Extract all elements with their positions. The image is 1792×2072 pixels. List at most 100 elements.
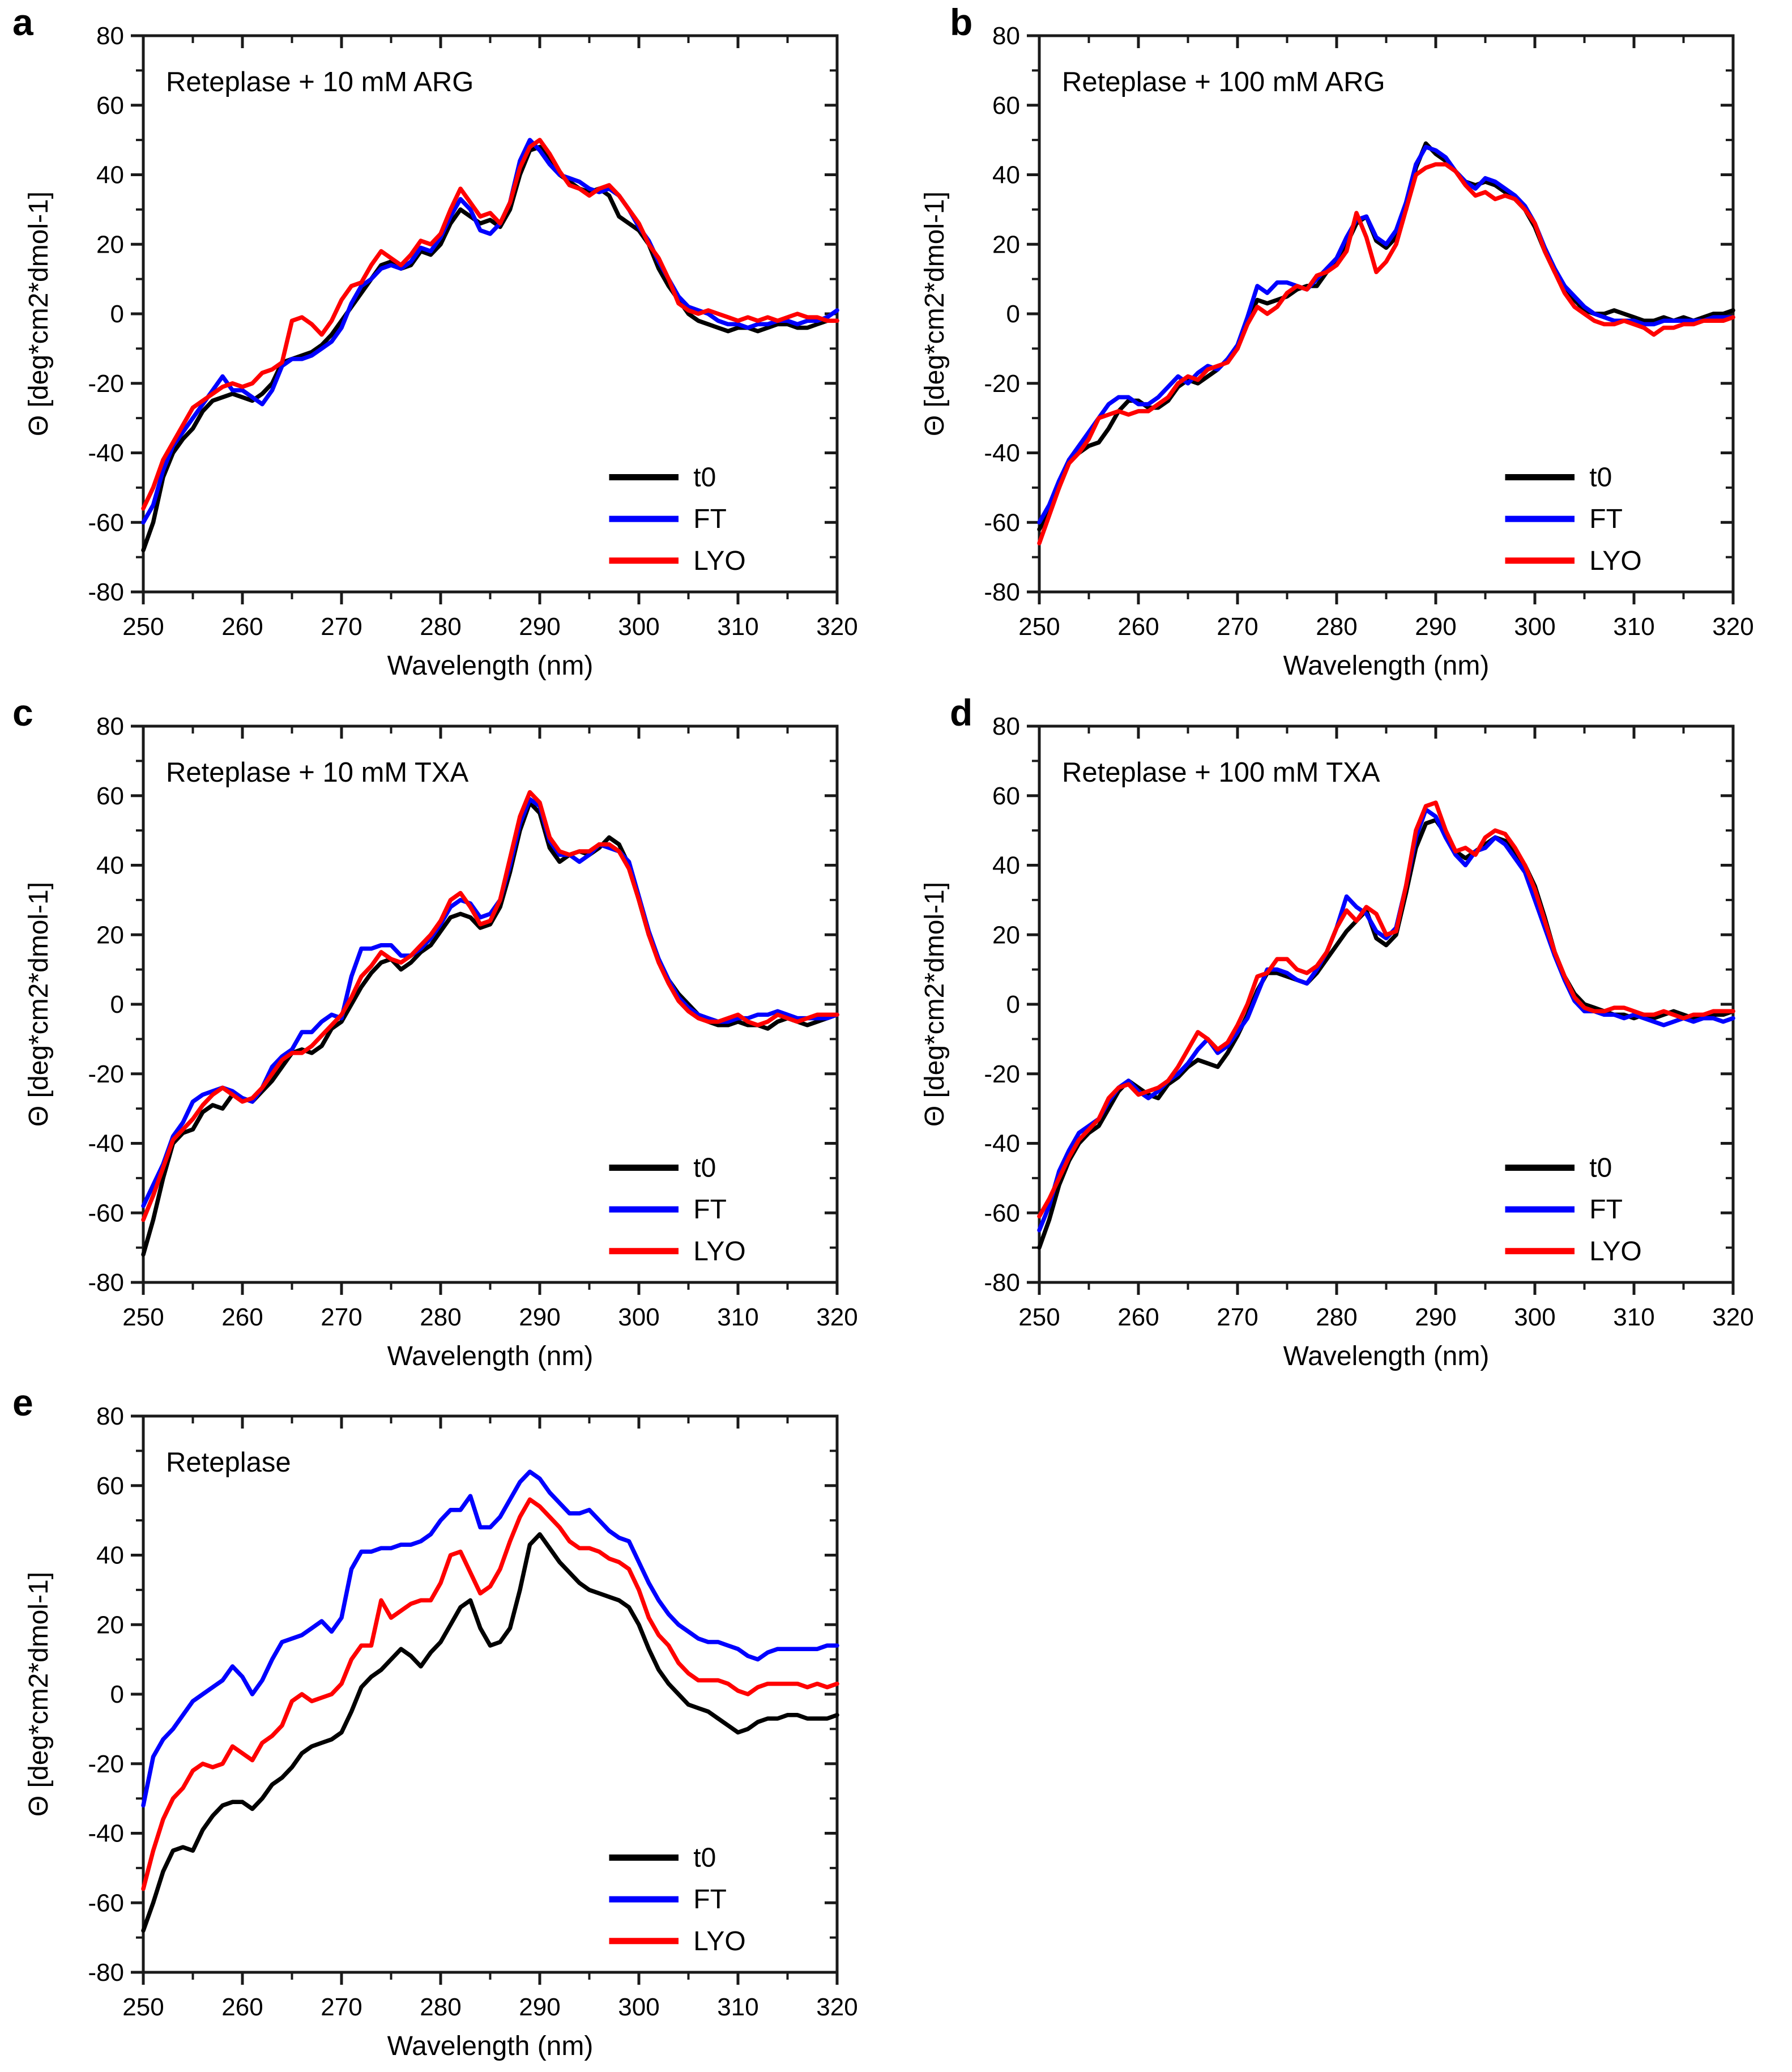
- svg-text:300: 300: [1514, 613, 1555, 641]
- series-LYO: [1037, 800, 1735, 1219]
- y-axis-label: Θ [deg*cm2*dmol-1]: [920, 191, 950, 436]
- svg-text:0: 0: [110, 1681, 124, 1708]
- svg-text:0: 0: [110, 300, 124, 328]
- svg-text:-80: -80: [984, 1269, 1020, 1297]
- svg-text:-80: -80: [984, 578, 1020, 606]
- svg-text:60: 60: [96, 782, 124, 810]
- svg-text:-20: -20: [88, 370, 124, 398]
- svg-text:-60: -60: [88, 1199, 124, 1227]
- svg-text:20: 20: [96, 1611, 124, 1639]
- panel-e: e 250 260 270 280 290 300 310 320 -80 -60 -40 -20 0 2…: [0, 1380, 896, 2071]
- svg-text:-20: -20: [984, 370, 1020, 398]
- series-t0: [1037, 141, 1735, 532]
- y-axis-label: Θ [deg*cm2*dmol-1]: [24, 882, 54, 1127]
- cd-spectrum-chart-b: 250 260 270 280 290 300 310 320 -80 -60 -40 -20 0 20 4…: [920, 22, 1754, 681]
- x-axis-label: Wavelength (nm): [387, 2031, 594, 2061]
- panel-letter-d: d: [950, 692, 973, 734]
- axis-ticks: [131, 724, 839, 1295]
- legend-label-LYO: LYO: [1589, 546, 1641, 576]
- svg-text:300: 300: [1514, 1303, 1555, 1331]
- panel-title: Reteplase + 10 mM ARG: [166, 67, 473, 97]
- axes-box: [142, 724, 839, 1284]
- series-t0: [141, 1532, 839, 1933]
- svg-text:280: 280: [1316, 613, 1357, 641]
- legend-label-LYO: LYO: [693, 546, 745, 576]
- axes-box: [142, 34, 839, 594]
- series-LYO: [1037, 162, 1735, 545]
- svg-text:300: 300: [618, 1303, 659, 1331]
- series-t0: [141, 800, 839, 1257]
- legend-label-FT: FT: [693, 1195, 727, 1225]
- series-t0: [1037, 817, 1735, 1250]
- panel-title: Reteplase + 100 mM TXA: [1062, 757, 1380, 788]
- svg-text:60: 60: [992, 92, 1020, 120]
- svg-text:40: 40: [992, 852, 1020, 880]
- svg-text:290: 290: [1415, 1303, 1456, 1331]
- svg-text:-40: -40: [88, 1130, 124, 1158]
- svg-text:270: 270: [321, 1993, 362, 2021]
- svg-text:260: 260: [221, 1303, 263, 1331]
- series-t0: [141, 144, 839, 553]
- x-tick-labels: 250 260 270 280 290 300 310 320: [122, 1303, 857, 1331]
- y-tick-labels: -80 -60 -40 -20 0 20 40 60 80: [984, 22, 1020, 606]
- svg-text:310: 310: [1613, 1303, 1654, 1331]
- svg-text:80: 80: [992, 713, 1020, 740]
- svg-text:80: 80: [96, 1402, 124, 1430]
- legend-label-FT: FT: [1589, 504, 1623, 534]
- svg-text:-60: -60: [88, 509, 124, 536]
- legend-label-LYO: LYO: [693, 1237, 745, 1267]
- svg-text:0: 0: [1006, 300, 1020, 328]
- svg-text:260: 260: [1117, 613, 1159, 641]
- svg-text:80: 80: [992, 22, 1020, 50]
- svg-text:60: 60: [96, 92, 124, 120]
- panel-c: c 250 260 270 280 290 300 310 320 -80 -60 -40 -20 0 2…: [0, 690, 896, 1381]
- legend: t0 FT LYO: [1505, 462, 1642, 576]
- series-FT: [1037, 807, 1735, 1233]
- svg-text:270: 270: [1217, 613, 1258, 641]
- svg-text:310: 310: [717, 613, 758, 641]
- axis-ticks: [131, 1414, 839, 1985]
- legend: t0 FT LYO: [609, 1843, 746, 1956]
- svg-text:20: 20: [992, 231, 1020, 258]
- svg-text:80: 80: [96, 22, 124, 50]
- svg-text:260: 260: [221, 613, 263, 641]
- axes-box: [1038, 724, 1735, 1284]
- legend-label-t0: t0: [693, 462, 716, 492]
- y-tick-labels: -80 -60 -40 -20 0 20 40 60 80: [88, 713, 124, 1297]
- series-LYO: [141, 1497, 839, 1891]
- svg-text:-80: -80: [88, 1269, 124, 1297]
- x-axis-label: Wavelength (nm): [387, 651, 594, 681]
- svg-text:250: 250: [122, 1303, 164, 1331]
- series-FT: [1037, 144, 1735, 525]
- svg-text:-40: -40: [984, 440, 1020, 467]
- y-axis-label: Θ [deg*cm2*dmol-1]: [24, 191, 54, 436]
- svg-text:270: 270: [321, 1303, 362, 1331]
- y-axis-label: Θ [deg*cm2*dmol-1]: [920, 882, 950, 1127]
- svg-text:290: 290: [519, 613, 560, 641]
- svg-text:300: 300: [618, 613, 659, 641]
- legend: t0 FT LYO: [1505, 1153, 1642, 1267]
- svg-text:-40: -40: [88, 1820, 124, 1848]
- svg-text:260: 260: [1117, 1303, 1159, 1331]
- svg-text:310: 310: [717, 1303, 758, 1331]
- panel-title: Reteplase + 10 mM TXA: [166, 757, 469, 788]
- y-axis-label: Θ [deg*cm2*dmol-1]: [24, 1572, 54, 1817]
- svg-text:250: 250: [1018, 1303, 1060, 1331]
- svg-text:60: 60: [992, 782, 1020, 810]
- x-axis-label: Wavelength (nm): [1283, 1341, 1490, 1371]
- svg-text:40: 40: [96, 161, 124, 189]
- svg-text:320: 320: [816, 1303, 857, 1331]
- svg-text:20: 20: [96, 921, 124, 949]
- svg-text:60: 60: [96, 1472, 124, 1500]
- legend-label-t0: t0: [693, 1153, 716, 1183]
- svg-text:300: 300: [618, 1993, 659, 2021]
- svg-text:-20: -20: [88, 1750, 124, 1778]
- cd-spectrum-chart-a: 250 260 270 280 290 300 310 320 -80 -60 -40 -20 0 20 4…: [24, 22, 858, 681]
- panel-title: Reteplase + 100 mM ARG: [1062, 67, 1385, 97]
- svg-text:290: 290: [519, 1993, 560, 2021]
- cd-spectrum-chart-c: 250 260 270 280 290 300 310 320 -80 -60 -40 -20 0 20 4…: [24, 713, 858, 1371]
- svg-text:320: 320: [816, 1993, 857, 2021]
- legend-label-LYO: LYO: [1589, 1237, 1641, 1267]
- legend-label-t0: t0: [693, 1843, 716, 1873]
